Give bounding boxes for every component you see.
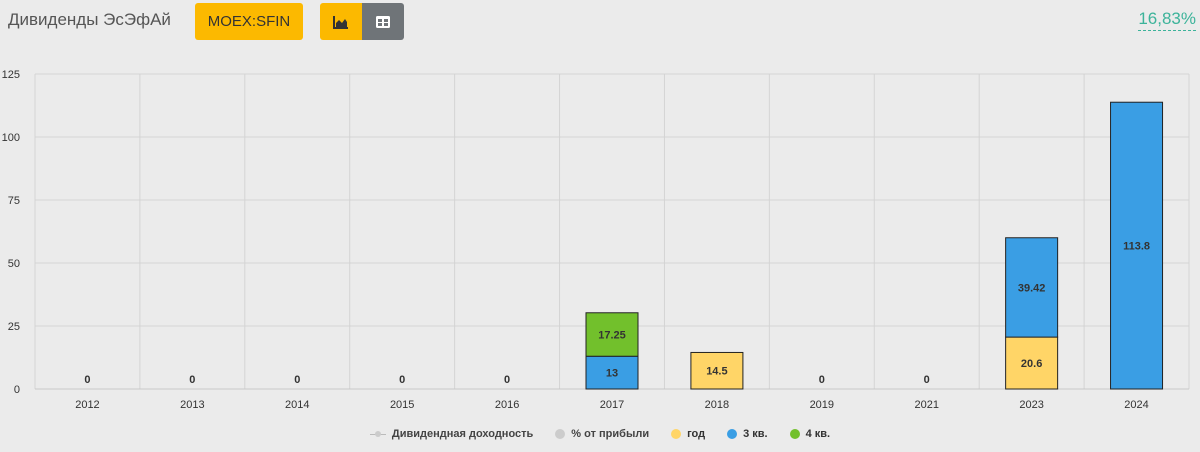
legend-item-q4[interactable]: 4 кв. bbox=[789, 428, 831, 440]
x-tick-label: 2018 bbox=[705, 399, 729, 411]
chart-view-button[interactable] bbox=[320, 3, 362, 40]
x-tick-label: 2014 bbox=[285, 399, 309, 411]
data-label: 0 bbox=[819, 374, 825, 386]
page-title: Дивиденды ЭсЭфАй bbox=[8, 10, 171, 29]
legend-label: Дивидендная доходность bbox=[391, 428, 534, 440]
x-tick-label: 2024 bbox=[1124, 399, 1148, 411]
legend-dot bbox=[671, 429, 682, 439]
legend-item-year[interactable]: год bbox=[671, 428, 705, 440]
y-tick-label: 50 bbox=[8, 258, 20, 270]
y-tick-label: 100 bbox=[2, 132, 20, 144]
bar-segment bbox=[690, 351, 744, 390]
legend-dot bbox=[789, 429, 800, 439]
legend-label: 3 кв. bbox=[743, 428, 768, 440]
x-tick-label: 2016 bbox=[495, 399, 519, 411]
data-label: 0 bbox=[189, 374, 195, 386]
legend-item-dividend-yield[interactable]: Дивидендная доходность bbox=[369, 428, 534, 440]
bar-segment bbox=[585, 355, 639, 390]
legend-line-marker bbox=[369, 429, 386, 439]
x-tick-label: 2012 bbox=[75, 399, 99, 411]
dividend-yield-value[interactable]: 16,83% bbox=[1138, 9, 1196, 31]
legend-item-percent-profit[interactable]: % от прибыли bbox=[555, 428, 649, 440]
bar-segment bbox=[1005, 336, 1059, 390]
x-tick-label: 2021 bbox=[914, 399, 938, 411]
x-tick-label: 2015 bbox=[390, 399, 414, 411]
bar-segment bbox=[1005, 237, 1059, 338]
data-label: 0 bbox=[924, 374, 930, 386]
x-tick-label: 2017 bbox=[600, 399, 624, 411]
data-label: 13 bbox=[606, 368, 618, 380]
data-label: 0 bbox=[294, 374, 300, 386]
y-tick-label: 75 bbox=[8, 195, 20, 207]
legend-label: % от прибыли bbox=[571, 428, 650, 440]
table-icon bbox=[376, 15, 390, 28]
legend-label: 4 кв. bbox=[805, 428, 831, 440]
x-tick-label: 2023 bbox=[1019, 399, 1043, 411]
chart-legend: Дивидендная доходность % от прибыли год … bbox=[0, 428, 1200, 440]
x-tick-label: 2019 bbox=[810, 399, 834, 411]
bar-segment bbox=[1110, 101, 1164, 390]
legend-dot bbox=[555, 429, 566, 439]
bar-segment bbox=[585, 312, 639, 357]
view-toggle bbox=[320, 3, 404, 40]
data-label: 0 bbox=[399, 374, 405, 386]
y-tick-label: 0 bbox=[14, 384, 20, 396]
table-view-button[interactable] bbox=[362, 3, 404, 40]
y-tick-label: 125 bbox=[2, 69, 20, 81]
data-label: 0 bbox=[84, 374, 90, 386]
ticker-button[interactable]: MOEX:SFIN bbox=[195, 3, 303, 40]
dividend-chart: 0 25 50 75 100 125 2012 2013 2014 2015 2016 2017 201… bbox=[2, 69, 1190, 411]
legend-dot bbox=[727, 429, 738, 439]
x-tick-label: 2013 bbox=[180, 399, 204, 411]
data-label: 20.6 bbox=[1021, 358, 1042, 370]
data-label: 113.8 bbox=[1123, 241, 1150, 253]
data-label: 17.25 bbox=[598, 330, 626, 342]
y-tick-label: 25 bbox=[8, 321, 20, 333]
data-label: 0 bbox=[504, 374, 510, 386]
area-chart-icon bbox=[333, 15, 348, 29]
legend-label: год bbox=[687, 428, 706, 440]
data-label: 14.5 bbox=[706, 366, 727, 378]
data-label: 39.42 bbox=[1018, 282, 1046, 294]
legend-item-q3[interactable]: 3 кв. bbox=[727, 428, 768, 440]
